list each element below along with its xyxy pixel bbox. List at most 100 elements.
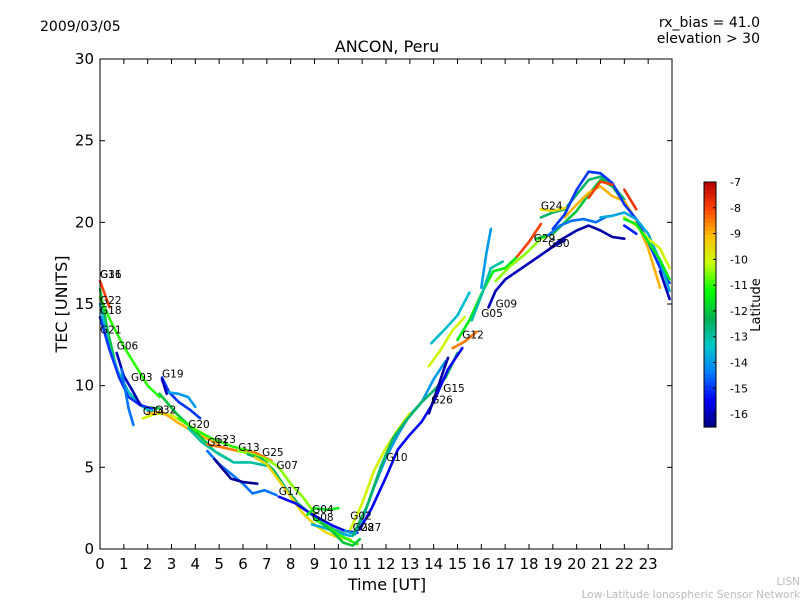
tec-series-11 (160, 377, 168, 396)
footer-network: Low-Latitude Ionospheric Sensor Network (582, 589, 800, 600)
tec-series-14 (186, 426, 269, 468)
colorbar-segment (704, 333, 716, 338)
colorbar-segment (704, 280, 716, 285)
y-tick-label: 10 (75, 377, 94, 395)
colorbar-segment (704, 349, 716, 355)
x-tick-label: 16 (472, 555, 491, 573)
sat-label-g09: G09 (496, 298, 517, 310)
tec-series-20 (253, 456, 352, 541)
colorbar-segment (704, 337, 716, 342)
sat-label-g21: G21 (100, 324, 122, 336)
sat-label-g05: G05 (481, 308, 503, 320)
y-axis-label: TEC [UNITS] (52, 256, 71, 354)
sat-label-g11: G11 (207, 437, 229, 449)
x-tick-label: 11 (353, 555, 372, 573)
sat-label-g04: G04 (312, 504, 334, 516)
tec-series-4 (98, 279, 111, 309)
x-tick-label: 14 (424, 555, 443, 573)
footer-lisn: LISN (777, 576, 800, 588)
sat-label-g29: G29 (534, 233, 556, 245)
colorbar-segment (704, 186, 716, 191)
colorbar-tick-label: -7 (730, 176, 741, 189)
tec-series-44 (551, 170, 671, 285)
sat-label-g18: G18 (100, 305, 122, 317)
colorbar-segment (704, 251, 716, 257)
sat-label-g31: G31 (100, 269, 122, 281)
colorbar-segment (704, 316, 716, 322)
colorbar-segment (704, 300, 716, 306)
y-tick-label: 25 (75, 132, 94, 150)
colorbar-segment (704, 308, 716, 314)
x-tick-label: 5 (214, 555, 224, 573)
colorbar-segment (704, 259, 716, 265)
colorbar-tick-label: -10 (730, 253, 748, 266)
colorbar-segment (704, 304, 716, 310)
colorbar-segment (704, 361, 716, 367)
y-tick-label: 0 (84, 540, 94, 558)
tec-series-41 (539, 206, 569, 213)
colorbar-segment (704, 218, 716, 224)
tec-series-47 (587, 180, 614, 200)
sat-label-g30: G30 (548, 238, 570, 250)
colorbar-segment (704, 210, 716, 216)
tec-series-8 (146, 410, 221, 446)
colorbar-segment (704, 214, 716, 220)
y-axis-ticks: 0 5 10 15 20 25 30 (75, 50, 672, 558)
x-tick-label: 23 (639, 555, 658, 573)
colorbar-segment (704, 398, 716, 404)
x-tick-label: 15 (448, 555, 467, 573)
tec-series-31 (427, 315, 467, 368)
colorbar-segment (704, 292, 716, 297)
tec-series-18 (236, 449, 316, 515)
sat-label-g02: G02 (350, 511, 372, 523)
tec-series-32 (429, 291, 471, 345)
sat-label-g19: G19 (162, 369, 184, 381)
sat-label-g26: G26 (431, 395, 453, 407)
tec-series-30 (427, 356, 450, 415)
colorbar-tick-label: -9 (730, 228, 741, 241)
colorbar-segment (704, 202, 716, 208)
x-axis-label: Time [UT] (347, 575, 426, 594)
tec-series-5 (115, 351, 142, 407)
y-tick-label: 20 (75, 213, 94, 231)
colorbar-segment (704, 235, 716, 240)
y-tick-label: 30 (75, 50, 94, 68)
y-tick-label: 15 (75, 295, 94, 313)
colorbar-segment (704, 284, 716, 289)
x-tick-label: 6 (238, 555, 248, 573)
colorbar-segment (704, 378, 716, 383)
colorbar-tick-label: -13 (730, 331, 748, 344)
colorbar-segment (704, 263, 716, 269)
sat-label-g16: G16 (100, 269, 122, 281)
sat-label-g22: G22 (100, 295, 122, 307)
tec-series-10 (165, 390, 197, 409)
colorbar-segment (704, 182, 716, 187)
sat-label-g13: G13 (238, 442, 260, 454)
tec-series-53 (622, 224, 638, 236)
colorbar-segment (704, 267, 716, 273)
colorbar-segment (704, 373, 716, 379)
colorbar-segment (704, 194, 716, 199)
sat-label-g32: G32 (155, 404, 177, 416)
tec-series-26 (344, 359, 447, 536)
x-tick-label: 7 (262, 555, 272, 573)
x-tick-label: 0 (95, 555, 105, 573)
colorbar-segment (704, 239, 716, 244)
colorbar-segment (704, 386, 716, 391)
x-tick-label: 17 (496, 555, 515, 573)
colorbar-segment (704, 418, 716, 424)
colorbar-label: Latitude (749, 278, 764, 332)
sat-label-g25: G25 (262, 447, 284, 459)
tec-series-43 (563, 185, 662, 290)
colorbar-tick-label: -12 (730, 305, 748, 318)
colorbar-segment (704, 345, 716, 351)
colorbar-tick-label: -16 (730, 408, 748, 421)
series-layer (98, 170, 671, 548)
date-label: 2009/03/05 (40, 19, 121, 35)
chart-title: ANCON, Peru (335, 37, 439, 56)
tec-series-51 (622, 217, 671, 281)
tec-series-9 (160, 376, 202, 420)
colorbar-segment (704, 198, 716, 204)
tec-series-52 (658, 269, 671, 301)
